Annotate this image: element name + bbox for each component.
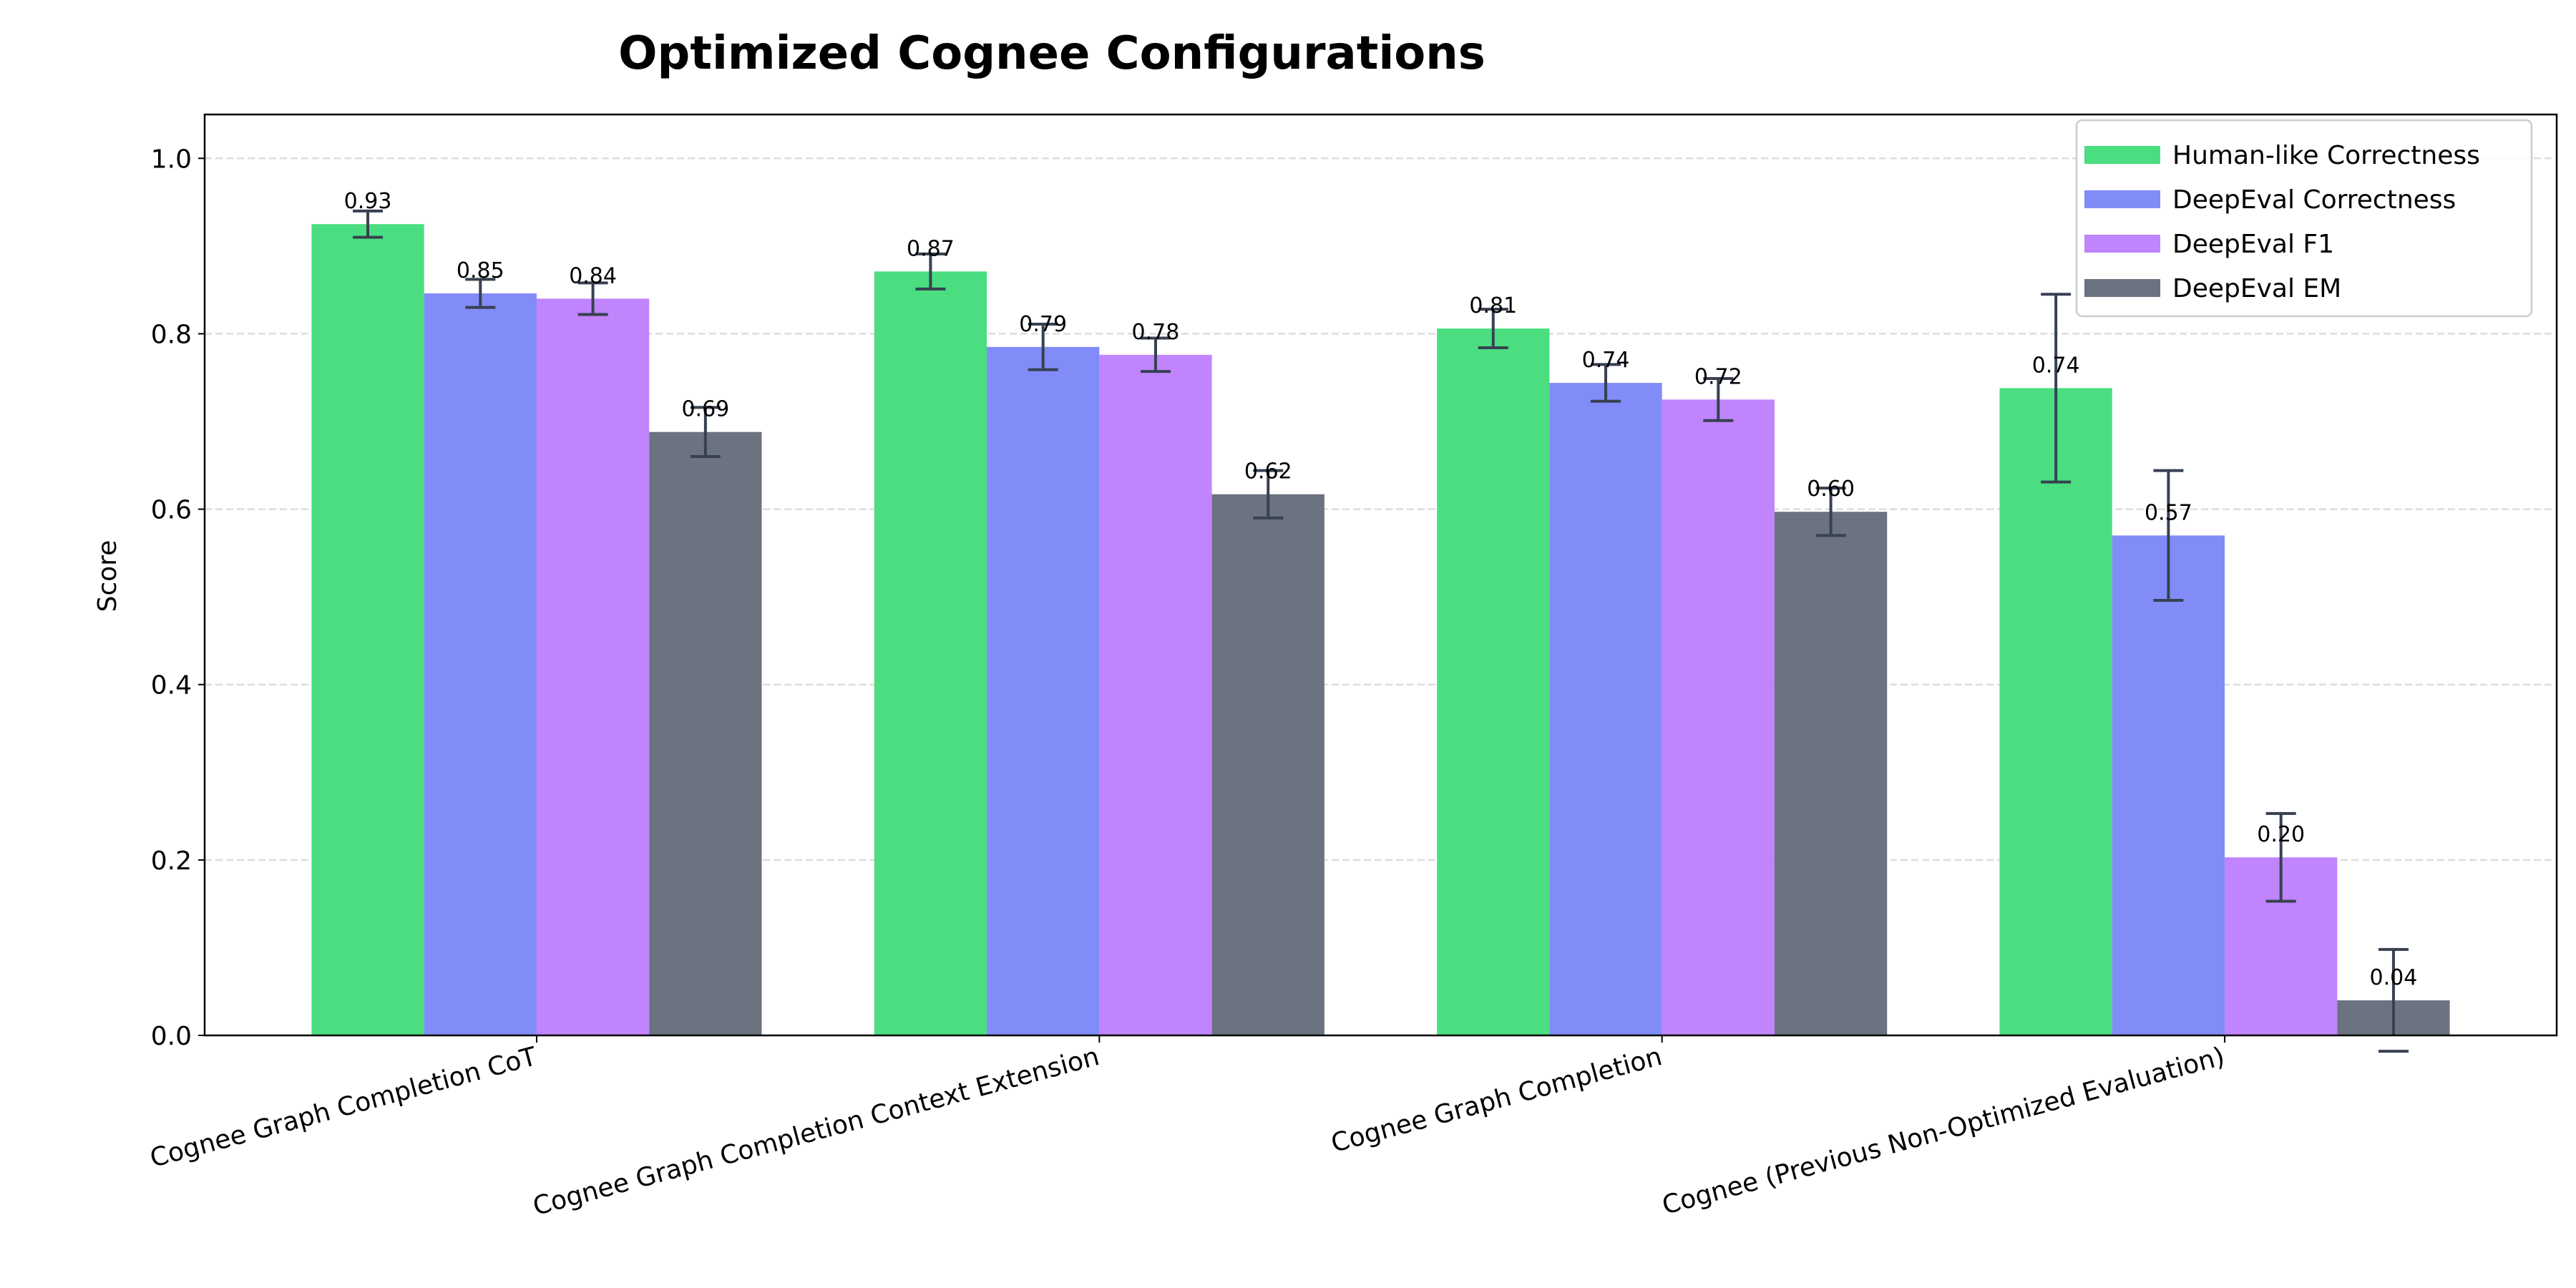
- data-label: 0.81: [1469, 293, 1517, 318]
- chart-title: Optimized Cognee Configurations: [618, 27, 1485, 80]
- data-label: 0.69: [681, 397, 729, 422]
- data-label: 0.79: [1019, 312, 1067, 337]
- x-tick-label: Cognee Graph Completion Context Extensio…: [530, 1042, 1103, 1221]
- data-label: 0.72: [1694, 364, 1742, 389]
- bar: [874, 271, 987, 1036]
- legend-swatch: [2084, 279, 2160, 297]
- bar: [1662, 399, 1775, 1035]
- legend-label: DeepEval F1: [2172, 230, 2334, 259]
- plot-frame: [203, 113, 2558, 1037]
- legend-label: DeepEval Correctness: [2172, 185, 2456, 215]
- legend-swatch: [2084, 235, 2160, 253]
- data-label: 0.60: [1807, 477, 1855, 502]
- bar: [424, 293, 537, 1036]
- data-label: 0.93: [344, 189, 392, 214]
- bar: [311, 224, 424, 1035]
- y-tick-label: 1.0: [151, 145, 192, 174]
- bar: [987, 346, 1100, 1035]
- y-tick-label: 0.8: [151, 320, 192, 349]
- bar: [1999, 388, 2112, 1035]
- x-tick-label: Cognee (Previous Non-Optimized Evaluatio…: [1659, 1042, 2228, 1221]
- legend-swatch: [2084, 190, 2160, 208]
- bar: [1549, 383, 1662, 1035]
- legend-swatch: [2084, 146, 2160, 164]
- y-tick-label: 0.0: [151, 1022, 192, 1051]
- error-bars: [353, 209, 2409, 1053]
- data-label: 0.74: [2032, 353, 2080, 378]
- bar: [1211, 494, 1324, 1035]
- legend-label: DeepEval EM: [2172, 274, 2341, 303]
- data-label: 0.87: [907, 236, 955, 261]
- data-label: 0.20: [2257, 822, 2305, 847]
- y-tick-label: 0.6: [151, 496, 192, 525]
- bar: [1099, 354, 1212, 1035]
- bar: [1437, 328, 1550, 1035]
- y-tick-label: 0.2: [151, 847, 192, 876]
- data-label: 0.84: [569, 263, 617, 288]
- legend-box: [2075, 119, 2533, 318]
- data-label: 0.78: [1132, 320, 1180, 345]
- bar: [536, 298, 650, 1035]
- data-label: 0.57: [2145, 500, 2192, 525]
- bar: [2112, 535, 2225, 1035]
- x-tick-label: Cognee Graph Completion: [1328, 1042, 1665, 1158]
- legend-label: Human-like Correctness: [2172, 141, 2480, 170]
- y-tick-label: 0.4: [151, 671, 192, 701]
- x-tick-label: Cognee Graph Completion CoT: [147, 1042, 540, 1174]
- data-label: 0.74: [1582, 348, 1630, 373]
- bar: [1774, 512, 1888, 1035]
- data-label: 0.62: [1244, 459, 1292, 484]
- y-axis-label: Score: [93, 540, 122, 613]
- legend: Human-like Correctness DeepEval Correctne…: [2075, 119, 2533, 318]
- data-label: 0.04: [2370, 965, 2418, 990]
- bars: [311, 224, 2450, 1036]
- data-labels: 0.93 0.87 0.81 0.74 0.85 0.79 0.74 0.57 0.84 0.78…: [344, 189, 2418, 990]
- bar: [649, 431, 762, 1035]
- y-axis: 0.0 0.2 0.4 0.6 0.8 1.0: [151, 145, 205, 1051]
- data-label: 0.85: [457, 258, 504, 283]
